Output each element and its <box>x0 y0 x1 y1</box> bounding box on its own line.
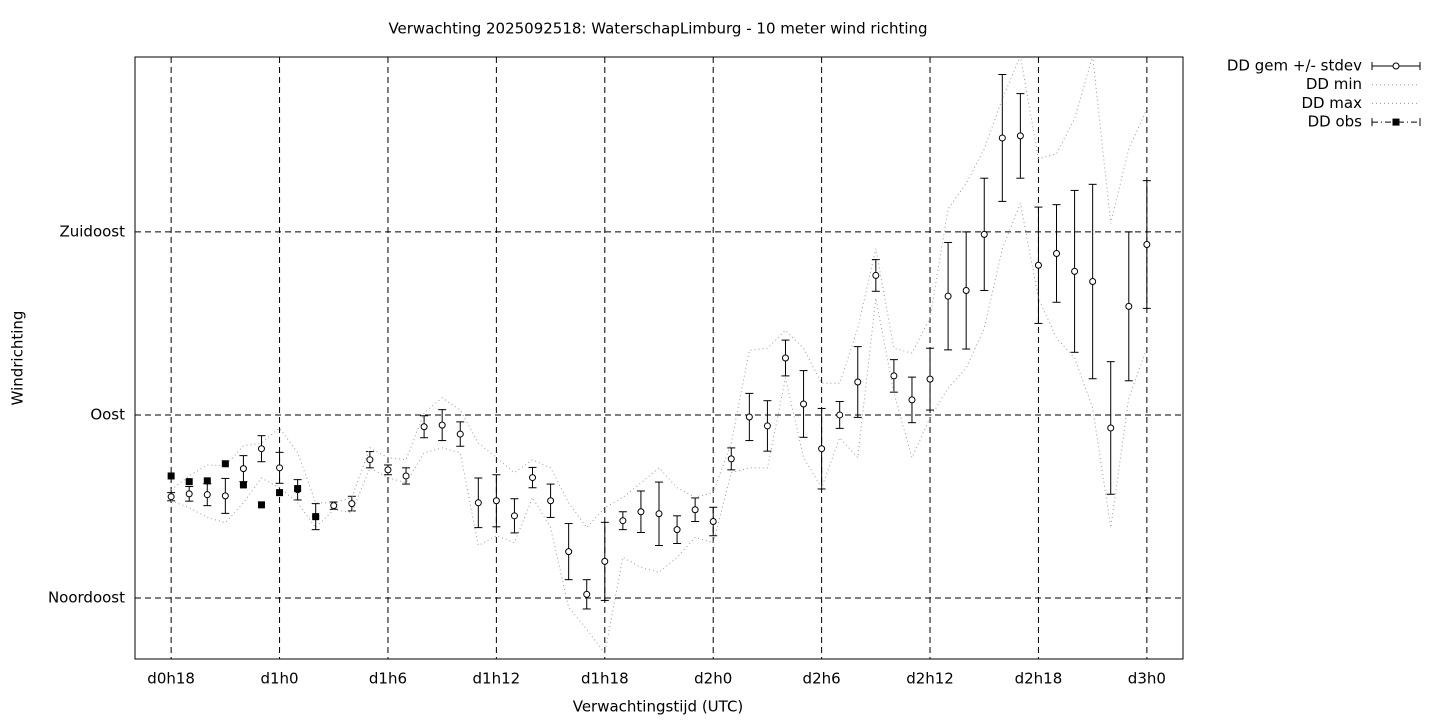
legend-label: DD max <box>1301 94 1362 112</box>
mean-point <box>565 548 573 556</box>
mean-point <box>330 502 338 510</box>
mean-point <box>800 400 808 408</box>
mean-point <box>203 491 211 499</box>
obs-point <box>221 460 229 468</box>
mean-point <box>709 518 717 526</box>
obs-point <box>203 477 211 485</box>
x-tick-label: d1h0 <box>260 670 298 688</box>
mean-point <box>1107 424 1115 432</box>
mean-point <box>637 508 645 516</box>
x-tick-label: d1h6 <box>369 670 407 688</box>
x-tick-label: d2h6 <box>803 670 841 688</box>
y-tick-label: Noordoost <box>48 588 125 606</box>
obs-point <box>312 513 320 521</box>
obs-point <box>276 489 284 497</box>
mean-point <box>619 517 627 525</box>
mean-point <box>1016 132 1024 140</box>
mean-point <box>818 445 826 453</box>
legend-label: DD min <box>1306 75 1362 93</box>
mean-point <box>510 512 518 520</box>
mean-point <box>583 590 591 598</box>
mean-point <box>348 500 356 508</box>
mean-point <box>438 421 446 429</box>
mean-point <box>872 271 880 279</box>
mean-point <box>601 557 609 565</box>
x-tick-label: d2h18 <box>1015 670 1063 688</box>
mean-point <box>1071 267 1079 275</box>
y-axis-label: Windrichting <box>9 311 27 406</box>
mean-point <box>727 455 735 463</box>
mean-point <box>1125 302 1133 310</box>
x-axis-label: Verwachtingstijd (UTC) <box>573 698 744 716</box>
mean-point <box>384 466 392 474</box>
mean-point <box>276 464 284 472</box>
range-line <box>170 57 1148 529</box>
mean-point <box>257 445 265 453</box>
y-tick-label: Zuidoost <box>59 222 125 240</box>
mean-point <box>1034 261 1042 269</box>
mean-point <box>456 430 464 438</box>
mean-point <box>1089 278 1097 286</box>
mean-point <box>547 497 555 505</box>
plot-frame <box>134 56 1184 660</box>
legend-label: DD gem +/- stdev <box>1227 57 1362 75</box>
mean-point <box>185 490 193 498</box>
mean-point <box>998 134 1006 142</box>
mean-point <box>402 472 410 480</box>
y-tick-label: Oost <box>90 405 125 423</box>
mean-point <box>980 230 988 238</box>
mean-point <box>366 456 374 464</box>
mean-point <box>763 422 771 430</box>
x-tick-label: d2h12 <box>906 670 954 688</box>
obs-point <box>294 485 302 493</box>
mean-point <box>1053 249 1061 257</box>
mean-point <box>781 354 789 362</box>
x-tick-label: d1h18 <box>581 670 629 688</box>
range-line <box>170 201 1148 655</box>
mean-point <box>926 375 934 383</box>
mean-point <box>962 286 970 294</box>
obs-point <box>185 478 193 486</box>
mean-point <box>908 396 916 404</box>
legend-sample <box>1392 118 1400 126</box>
legend-label: DD obs <box>1308 113 1363 131</box>
mean-point <box>673 526 681 534</box>
mean-point <box>1143 241 1151 249</box>
plot-area <box>167 57 1151 655</box>
mean-point <box>944 292 952 300</box>
mean-point <box>420 423 428 431</box>
mean-point <box>655 510 663 518</box>
obs-point <box>257 501 265 509</box>
legend-sample <box>1392 62 1400 70</box>
x-tick-label: d0h18 <box>147 670 195 688</box>
mean-point <box>836 411 844 419</box>
mean-point <box>854 378 862 386</box>
mean-point <box>474 499 482 507</box>
mean-point <box>492 497 500 505</box>
obs-point <box>167 472 175 480</box>
mean-point <box>239 465 247 473</box>
obs-point <box>239 481 247 489</box>
mean-point <box>167 493 175 501</box>
x-tick-label: d2h0 <box>694 670 732 688</box>
mean-point <box>745 413 753 421</box>
mean-point <box>890 372 898 380</box>
x-tick-label: d3h0 <box>1128 670 1166 688</box>
mean-point <box>529 474 537 482</box>
x-tick-label: d1h12 <box>473 670 521 688</box>
chart-title: Verwachting 2025092518: WaterschapLimbur… <box>388 20 927 38</box>
mean-point <box>691 506 699 514</box>
mean-point <box>221 492 229 500</box>
